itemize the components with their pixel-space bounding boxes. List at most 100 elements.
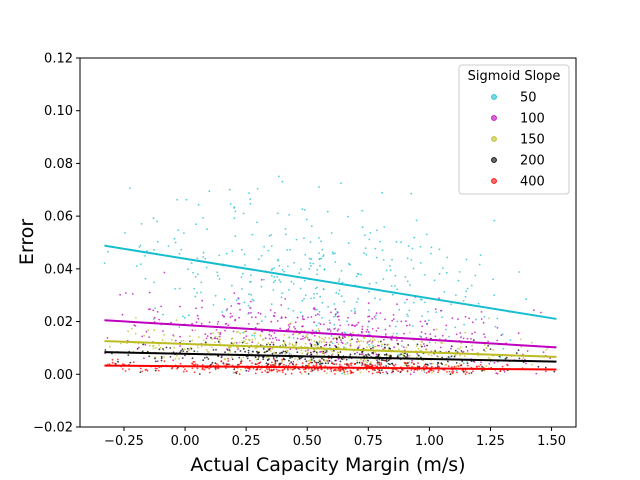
scatter-point (388, 265, 391, 267)
scatter-point (249, 202, 252, 205)
scatter-point (309, 351, 312, 354)
scatter-point (410, 369, 413, 371)
scatter-point (408, 324, 411, 326)
scatter-point (383, 353, 386, 356)
scatter-point (338, 336, 341, 339)
scatter-point (461, 360, 464, 363)
scatter-point (465, 346, 468, 348)
scatter-point (406, 354, 409, 357)
scatter-point (496, 317, 499, 320)
scatter-point (266, 363, 269, 366)
scatter-point (434, 350, 437, 352)
scatter-point (454, 326, 457, 329)
legend-marker (491, 178, 497, 184)
scatter-point (316, 308, 318, 311)
scatter-point (272, 281, 275, 284)
scatter-point (389, 363, 391, 366)
scatter-point (272, 341, 275, 344)
scatter-point (252, 299, 255, 302)
scatter-point (380, 345, 383, 348)
scatter-point (189, 335, 191, 338)
scatter-point (281, 180, 284, 183)
scatter-point (333, 363, 335, 365)
scatter-point (257, 258, 260, 261)
scatter-point (304, 358, 307, 361)
scatter-point (248, 293, 251, 296)
scatter-point (427, 370, 430, 373)
scatter-point (255, 358, 258, 361)
scatter-point (247, 352, 250, 354)
scatter-point (270, 303, 273, 306)
scatter-point (368, 290, 370, 293)
scatter-point (301, 316, 304, 318)
scatter-point (303, 237, 305, 240)
scatter-point (287, 265, 289, 268)
scatter-point (245, 369, 248, 372)
scatter-point (342, 369, 345, 371)
scatter-point (318, 336, 321, 339)
scatter-point (337, 357, 340, 360)
scatter-point (394, 274, 397, 277)
scatter-point (450, 345, 453, 348)
scatter-point (517, 332, 520, 335)
scatter-point (225, 309, 228, 312)
scatter-point (460, 342, 463, 345)
scatter-point (330, 311, 332, 314)
scatter-point (240, 362, 243, 364)
scatter-point (300, 338, 302, 340)
scatter-point (195, 223, 198, 226)
scatter-point (274, 360, 277, 362)
scatter-point (270, 335, 273, 337)
scatter-point (420, 336, 423, 338)
scatter-point (305, 364, 307, 367)
scatter-point (446, 371, 448, 373)
scatter-point (109, 345, 111, 348)
scatter-point (405, 356, 407, 358)
y-tick-label: 0.06 (44, 210, 73, 225)
scatter-point (287, 324, 290, 326)
scatter-point (457, 365, 460, 367)
scatter-point (459, 346, 462, 348)
scatter-point (313, 307, 316, 309)
scatter-point (409, 373, 412, 376)
scatter-point (242, 356, 245, 359)
scatter-point (349, 369, 352, 372)
scatter-point (489, 348, 492, 350)
scatter-point (471, 344, 473, 347)
scatter-point (219, 333, 222, 336)
scatter-point (430, 365, 433, 368)
scatter-point (320, 240, 322, 243)
scatter-point (416, 353, 418, 355)
scatter-point (156, 220, 159, 223)
scatter-point (182, 370, 185, 373)
scatter-point (444, 364, 447, 366)
scatter-point (227, 324, 230, 327)
scatter-point (142, 343, 145, 346)
scatter-point (121, 368, 124, 370)
scatter-point (139, 263, 142, 265)
scatter-point (237, 348, 239, 350)
scatter-point (273, 351, 275, 354)
scatter-point (337, 346, 340, 349)
scatter-point (313, 297, 315, 299)
scatter-point (197, 346, 199, 349)
scatter-point (481, 365, 483, 368)
scatter-point (407, 362, 409, 364)
scatter-point (305, 360, 308, 363)
scatter-point (238, 341, 241, 344)
scatter-point (304, 342, 307, 345)
scatter-point (373, 345, 375, 348)
scatter-point (335, 337, 338, 340)
scatter-point (133, 324, 136, 326)
scatter-point (419, 262, 422, 264)
scatter-point (156, 367, 158, 370)
scatter-point (361, 351, 363, 353)
scatter-point (459, 364, 462, 367)
scatter-point (203, 357, 206, 359)
scatter-point (447, 365, 450, 368)
scatter-point (194, 363, 197, 366)
scatter-point (261, 371, 263, 374)
scatter-point (425, 349, 428, 351)
scatter-point (154, 369, 157, 372)
